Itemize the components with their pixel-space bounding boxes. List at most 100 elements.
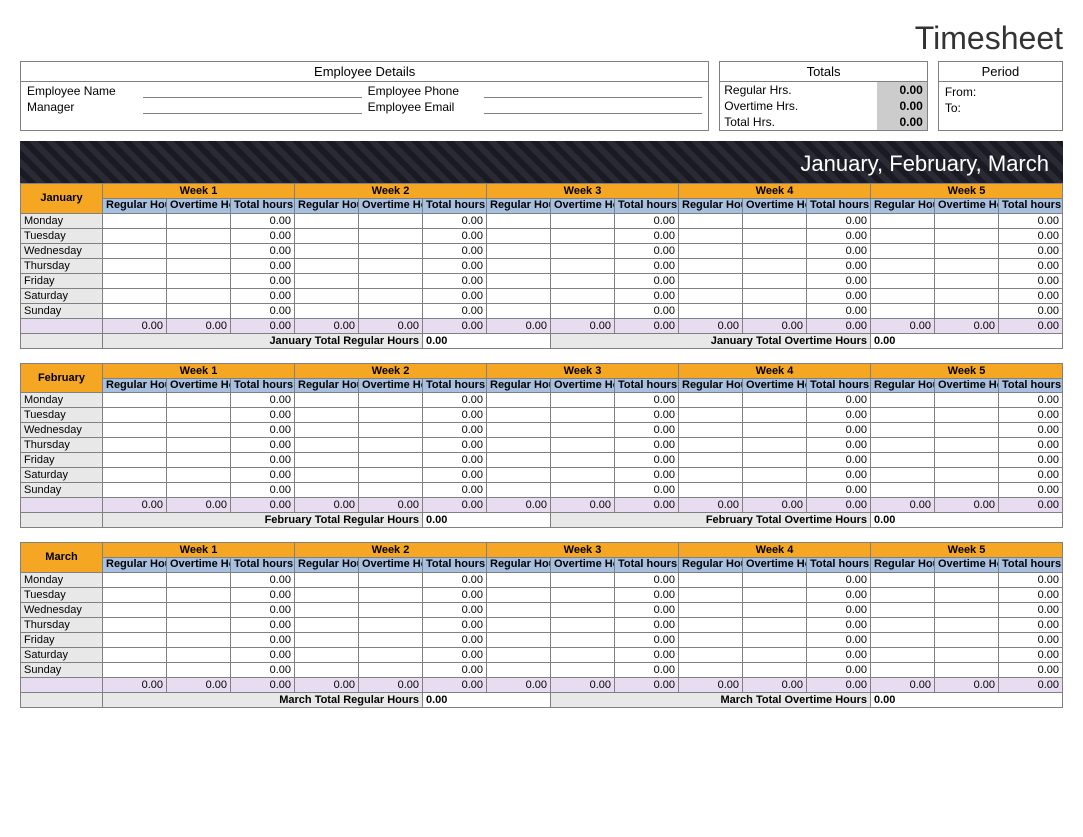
regular-cell[interactable] (295, 213, 359, 228)
regular-cell[interactable] (871, 468, 935, 483)
overtime-cell[interactable] (551, 408, 615, 423)
regular-cell[interactable] (487, 423, 551, 438)
overtime-cell[interactable] (551, 602, 615, 617)
regular-cell[interactable] (103, 303, 167, 318)
overtime-cell[interactable] (359, 288, 423, 303)
regular-cell[interactable] (679, 572, 743, 587)
regular-cell[interactable] (295, 273, 359, 288)
overtime-cell[interactable] (935, 453, 999, 468)
regular-cell[interactable] (487, 662, 551, 677)
regular-cell[interactable] (487, 602, 551, 617)
overtime-cell[interactable] (167, 288, 231, 303)
overtime-cell[interactable] (359, 213, 423, 228)
overtime-cell[interactable] (935, 213, 999, 228)
regular-cell[interactable] (871, 587, 935, 602)
regular-cell[interactable] (103, 243, 167, 258)
overtime-cell[interactable] (743, 243, 807, 258)
regular-cell[interactable] (103, 617, 167, 632)
overtime-cell[interactable] (167, 228, 231, 243)
overtime-cell[interactable] (359, 273, 423, 288)
regular-cell[interactable] (871, 393, 935, 408)
overtime-cell[interactable] (359, 662, 423, 677)
overtime-cell[interactable] (359, 393, 423, 408)
regular-cell[interactable] (871, 602, 935, 617)
regular-cell[interactable] (679, 602, 743, 617)
overtime-cell[interactable] (935, 258, 999, 273)
manager-field[interactable] (143, 100, 362, 114)
regular-cell[interactable] (295, 303, 359, 318)
regular-cell[interactable] (487, 617, 551, 632)
regular-cell[interactable] (103, 632, 167, 647)
overtime-cell[interactable] (359, 617, 423, 632)
regular-cell[interactable] (679, 243, 743, 258)
regular-cell[interactable] (679, 617, 743, 632)
employee-name-field[interactable] (143, 84, 362, 98)
overtime-cell[interactable] (743, 483, 807, 498)
regular-cell[interactable] (487, 438, 551, 453)
regular-cell[interactable] (103, 423, 167, 438)
regular-cell[interactable] (679, 423, 743, 438)
regular-cell[interactable] (679, 213, 743, 228)
regular-cell[interactable] (295, 258, 359, 273)
overtime-cell[interactable] (743, 408, 807, 423)
overtime-cell[interactable] (551, 662, 615, 677)
regular-cell[interactable] (871, 258, 935, 273)
overtime-cell[interactable] (935, 468, 999, 483)
overtime-cell[interactable] (551, 587, 615, 602)
regular-cell[interactable] (295, 587, 359, 602)
regular-cell[interactable] (103, 468, 167, 483)
overtime-cell[interactable] (167, 617, 231, 632)
regular-cell[interactable] (295, 408, 359, 423)
regular-cell[interactable] (295, 393, 359, 408)
overtime-cell[interactable] (935, 662, 999, 677)
regular-cell[interactable] (679, 453, 743, 468)
regular-cell[interactable] (487, 258, 551, 273)
regular-cell[interactable] (487, 587, 551, 602)
regular-cell[interactable] (103, 213, 167, 228)
overtime-cell[interactable] (167, 393, 231, 408)
overtime-cell[interactable] (935, 273, 999, 288)
regular-cell[interactable] (487, 228, 551, 243)
regular-cell[interactable] (871, 483, 935, 498)
overtime-cell[interactable] (359, 468, 423, 483)
regular-cell[interactable] (679, 438, 743, 453)
regular-cell[interactable] (103, 288, 167, 303)
regular-cell[interactable] (487, 632, 551, 647)
overtime-cell[interactable] (551, 438, 615, 453)
overtime-cell[interactable] (743, 288, 807, 303)
regular-cell[interactable] (103, 572, 167, 587)
regular-cell[interactable] (295, 632, 359, 647)
regular-cell[interactable] (295, 468, 359, 483)
overtime-cell[interactable] (743, 453, 807, 468)
regular-cell[interactable] (295, 243, 359, 258)
regular-cell[interactable] (295, 647, 359, 662)
overtime-cell[interactable] (743, 572, 807, 587)
regular-cell[interactable] (103, 587, 167, 602)
regular-cell[interactable] (871, 273, 935, 288)
regular-cell[interactable] (871, 438, 935, 453)
overtime-cell[interactable] (743, 258, 807, 273)
overtime-cell[interactable] (167, 303, 231, 318)
overtime-cell[interactable] (551, 617, 615, 632)
regular-cell[interactable] (679, 303, 743, 318)
regular-cell[interactable] (871, 423, 935, 438)
regular-cell[interactable] (103, 258, 167, 273)
overtime-cell[interactable] (551, 423, 615, 438)
regular-cell[interactable] (295, 423, 359, 438)
overtime-cell[interactable] (167, 408, 231, 423)
overtime-cell[interactable] (359, 228, 423, 243)
overtime-cell[interactable] (743, 393, 807, 408)
overtime-cell[interactable] (167, 438, 231, 453)
regular-cell[interactable] (871, 228, 935, 243)
overtime-cell[interactable] (359, 602, 423, 617)
regular-cell[interactable] (103, 647, 167, 662)
overtime-cell[interactable] (935, 303, 999, 318)
regular-cell[interactable] (295, 602, 359, 617)
overtime-cell[interactable] (167, 632, 231, 647)
regular-cell[interactable] (679, 468, 743, 483)
regular-cell[interactable] (295, 483, 359, 498)
overtime-cell[interactable] (551, 228, 615, 243)
regular-cell[interactable] (679, 273, 743, 288)
regular-cell[interactable] (103, 438, 167, 453)
overtime-cell[interactable] (359, 587, 423, 602)
